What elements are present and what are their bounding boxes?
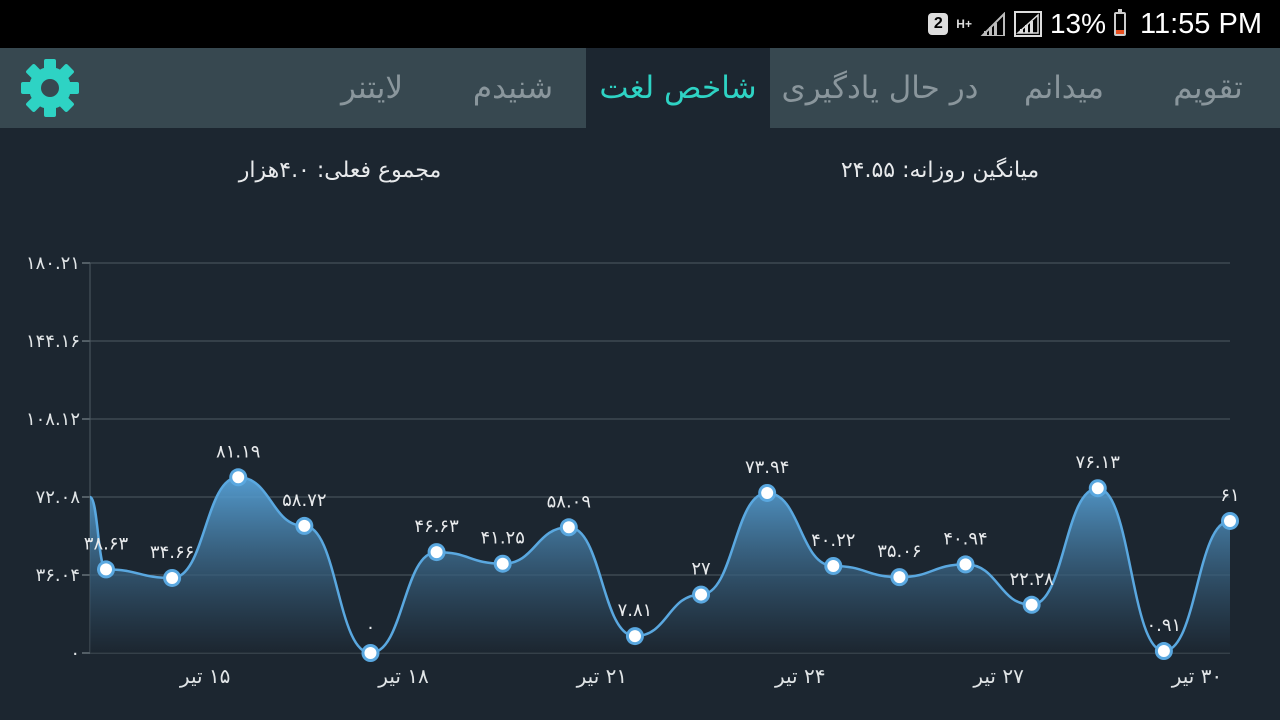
tab-label: تقویم — [1173, 70, 1243, 106]
tab-label: شنیدم — [472, 70, 554, 106]
data-label: ۵۸.۰۹ — [547, 491, 591, 512]
tab-label: شاخص لغت — [599, 70, 757, 106]
data-point-core — [1224, 514, 1236, 527]
data-point-core — [761, 486, 774, 499]
data-label: ۴۰.۲۲ — [811, 530, 855, 551]
x-tick-label: ۲۱ تیر — [576, 664, 627, 688]
data-point-core — [430, 546, 443, 559]
x-tick-label: ۱۵ تیر — [179, 664, 230, 688]
data-label: ۲۲.۲۸ — [1009, 569, 1054, 590]
data-label: ۶۱ — [1220, 485, 1239, 506]
data-label: ۴۰.۹۴ — [943, 528, 987, 549]
y-tick-label: ۱۰۸.۱۲ — [26, 409, 80, 430]
y-tick-label: ۰ — [70, 643, 80, 664]
data-label: ۰ — [366, 617, 376, 638]
data-point-core — [695, 588, 708, 601]
tab-leitner[interactable]: لایتنر — [310, 48, 434, 128]
data-point-core — [827, 559, 840, 572]
tab-label: میدانم — [1023, 70, 1105, 106]
signal-icon-2 — [1013, 11, 1042, 37]
y-tick-label: ۷۲.۰۸ — [36, 487, 81, 508]
data-point-core — [100, 563, 112, 576]
word-index-chart: ۳۸.۶۳ ۳۴.۶۶ ۸۱.۱۹ ۵۸.۷۲ ۰ ۴۶.۶۳ ۴۱.۲۵ ۵۸.۰۹ ۷.۸۱… — [26, 253, 1240, 688]
tab-word-index[interactable]: شاخص لغت — [586, 48, 770, 128]
y-tick-label: ۱۴۴.۱۶ — [26, 331, 80, 352]
network-type-indicator: H+ — [956, 17, 972, 31]
tab-label: لایتنر — [340, 70, 404, 106]
data-point-core — [1091, 482, 1104, 495]
data-point-core — [1025, 598, 1038, 611]
tab-known[interactable]: میدانم — [1004, 48, 1124, 128]
data-point-core — [893, 571, 906, 584]
battery-percent: 13% — [1049, 8, 1107, 39]
data-point-core — [232, 471, 245, 484]
signal-icon — [980, 12, 1005, 36]
y-tick-label: ۳۶.۰۴ — [36, 565, 80, 586]
tab-learning[interactable]: در حال یادگیری — [770, 48, 990, 128]
data-label: ۵۸.۷۲ — [282, 490, 326, 511]
data-point-core — [562, 521, 575, 534]
data-label: ۴۱.۲۵ — [481, 528, 525, 549]
area-fill — [90, 477, 1230, 653]
data-point-core — [298, 519, 311, 532]
current-total: مجموع فعلی: ۴.۰هزار — [238, 157, 442, 183]
y-tick-label: ۱۸۰.۲۱ — [26, 253, 80, 274]
clock: 11:55 PM — [1140, 7, 1262, 40]
tab-bar: تقویم میدانم در حال یادگیری شاخص لغت شنی… — [0, 48, 1280, 128]
data-label: ۸۱.۱۹ — [216, 441, 260, 462]
data-point-core — [496, 557, 509, 570]
data-label: ۷۳.۹۴ — [745, 457, 789, 478]
data-point-core — [959, 558, 972, 571]
daily-average: میانگین روزانه: ۲۴.۵۵ — [840, 157, 1040, 183]
tab-calendar[interactable]: تقویم — [1146, 48, 1270, 128]
data-label: ۳۵.۰۶ — [877, 541, 921, 562]
x-tick-label: ۱۸ تیر — [377, 664, 429, 688]
data-point-core — [364, 647, 377, 659]
series-line — [88, 476, 1231, 655]
data-label: ۴۶.۶۳ — [414, 516, 459, 537]
data-label: ۲۷ — [691, 559, 711, 580]
data-point-core — [628, 630, 641, 643]
status-bar: 2 H+ 13% 11:55 PM — [0, 0, 1280, 48]
tab-label: در حال یادگیری — [781, 70, 979, 106]
data-label: ۷.۸۱ — [618, 600, 653, 621]
settings-button[interactable] — [16, 56, 84, 120]
data-point-core — [166, 571, 179, 584]
data-label: ۳۸.۶۳ — [84, 533, 129, 554]
data-label: ۰.۹۱ — [1147, 615, 1182, 636]
gear-icon — [21, 59, 79, 117]
battery-icon — [1114, 9, 1127, 36]
data-label: ۳۴.۶۶ — [150, 542, 194, 563]
tab-heard[interactable]: شنیدم — [450, 48, 576, 128]
data-point-core — [1157, 645, 1170, 658]
x-tick-label: ۲۴ تیر — [774, 664, 825, 688]
x-tick-label: ۲۷ تیر — [972, 664, 1024, 688]
notification-badge: 2 — [928, 13, 949, 35]
x-tick-label: ۳۰ تیر — [1171, 664, 1222, 688]
data-label: ۷۶.۱۳ — [1076, 452, 1121, 473]
